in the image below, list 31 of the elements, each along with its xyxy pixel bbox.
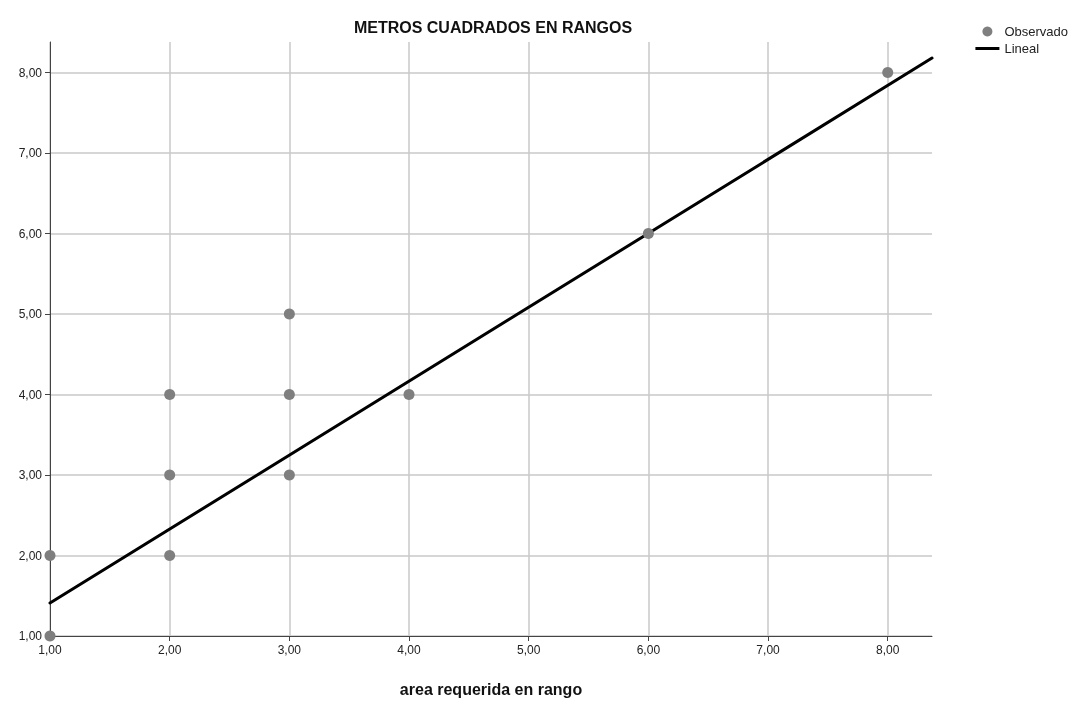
legend-label: Lineal xyxy=(1004,41,1040,56)
x-tick-label: 4,00 xyxy=(397,643,422,657)
point xyxy=(403,389,415,401)
point xyxy=(44,630,56,642)
point xyxy=(283,389,295,401)
x-tick-label: 6,00 xyxy=(636,643,661,657)
x-tick-label: 3,00 xyxy=(277,643,302,657)
y-tick-label: 8,00 xyxy=(18,65,43,80)
legend-label: Observado xyxy=(1004,24,1068,39)
x-tick-label: 8,00 xyxy=(876,643,900,657)
y-tick-label: 5,00 xyxy=(18,307,43,322)
x-axis-title: area requerida en rango xyxy=(399,680,583,698)
y-tick-label: 4,00 xyxy=(18,387,43,402)
point xyxy=(164,389,176,401)
y-tick-label: 1,00 xyxy=(18,629,43,643)
point xyxy=(283,469,295,481)
x-tick-label: 5,00 xyxy=(517,643,541,657)
x-tick-label: 2,00 xyxy=(157,643,182,657)
point xyxy=(164,550,176,562)
y-tick-label: 3,00 xyxy=(18,468,43,483)
point xyxy=(283,308,295,320)
x-tick-label: 1,00 xyxy=(38,643,62,657)
x-tick-label: 7,00 xyxy=(756,643,781,657)
y-tick-label: 6,00 xyxy=(18,226,43,241)
y-tick-label: 7,00 xyxy=(18,146,43,161)
y-tick-label: 2,00 xyxy=(18,548,43,563)
chart-title: METROS CUADRADOS EN RANGOS xyxy=(353,18,633,36)
point xyxy=(642,228,654,240)
point xyxy=(164,469,176,481)
point xyxy=(44,550,56,562)
point xyxy=(882,67,894,79)
